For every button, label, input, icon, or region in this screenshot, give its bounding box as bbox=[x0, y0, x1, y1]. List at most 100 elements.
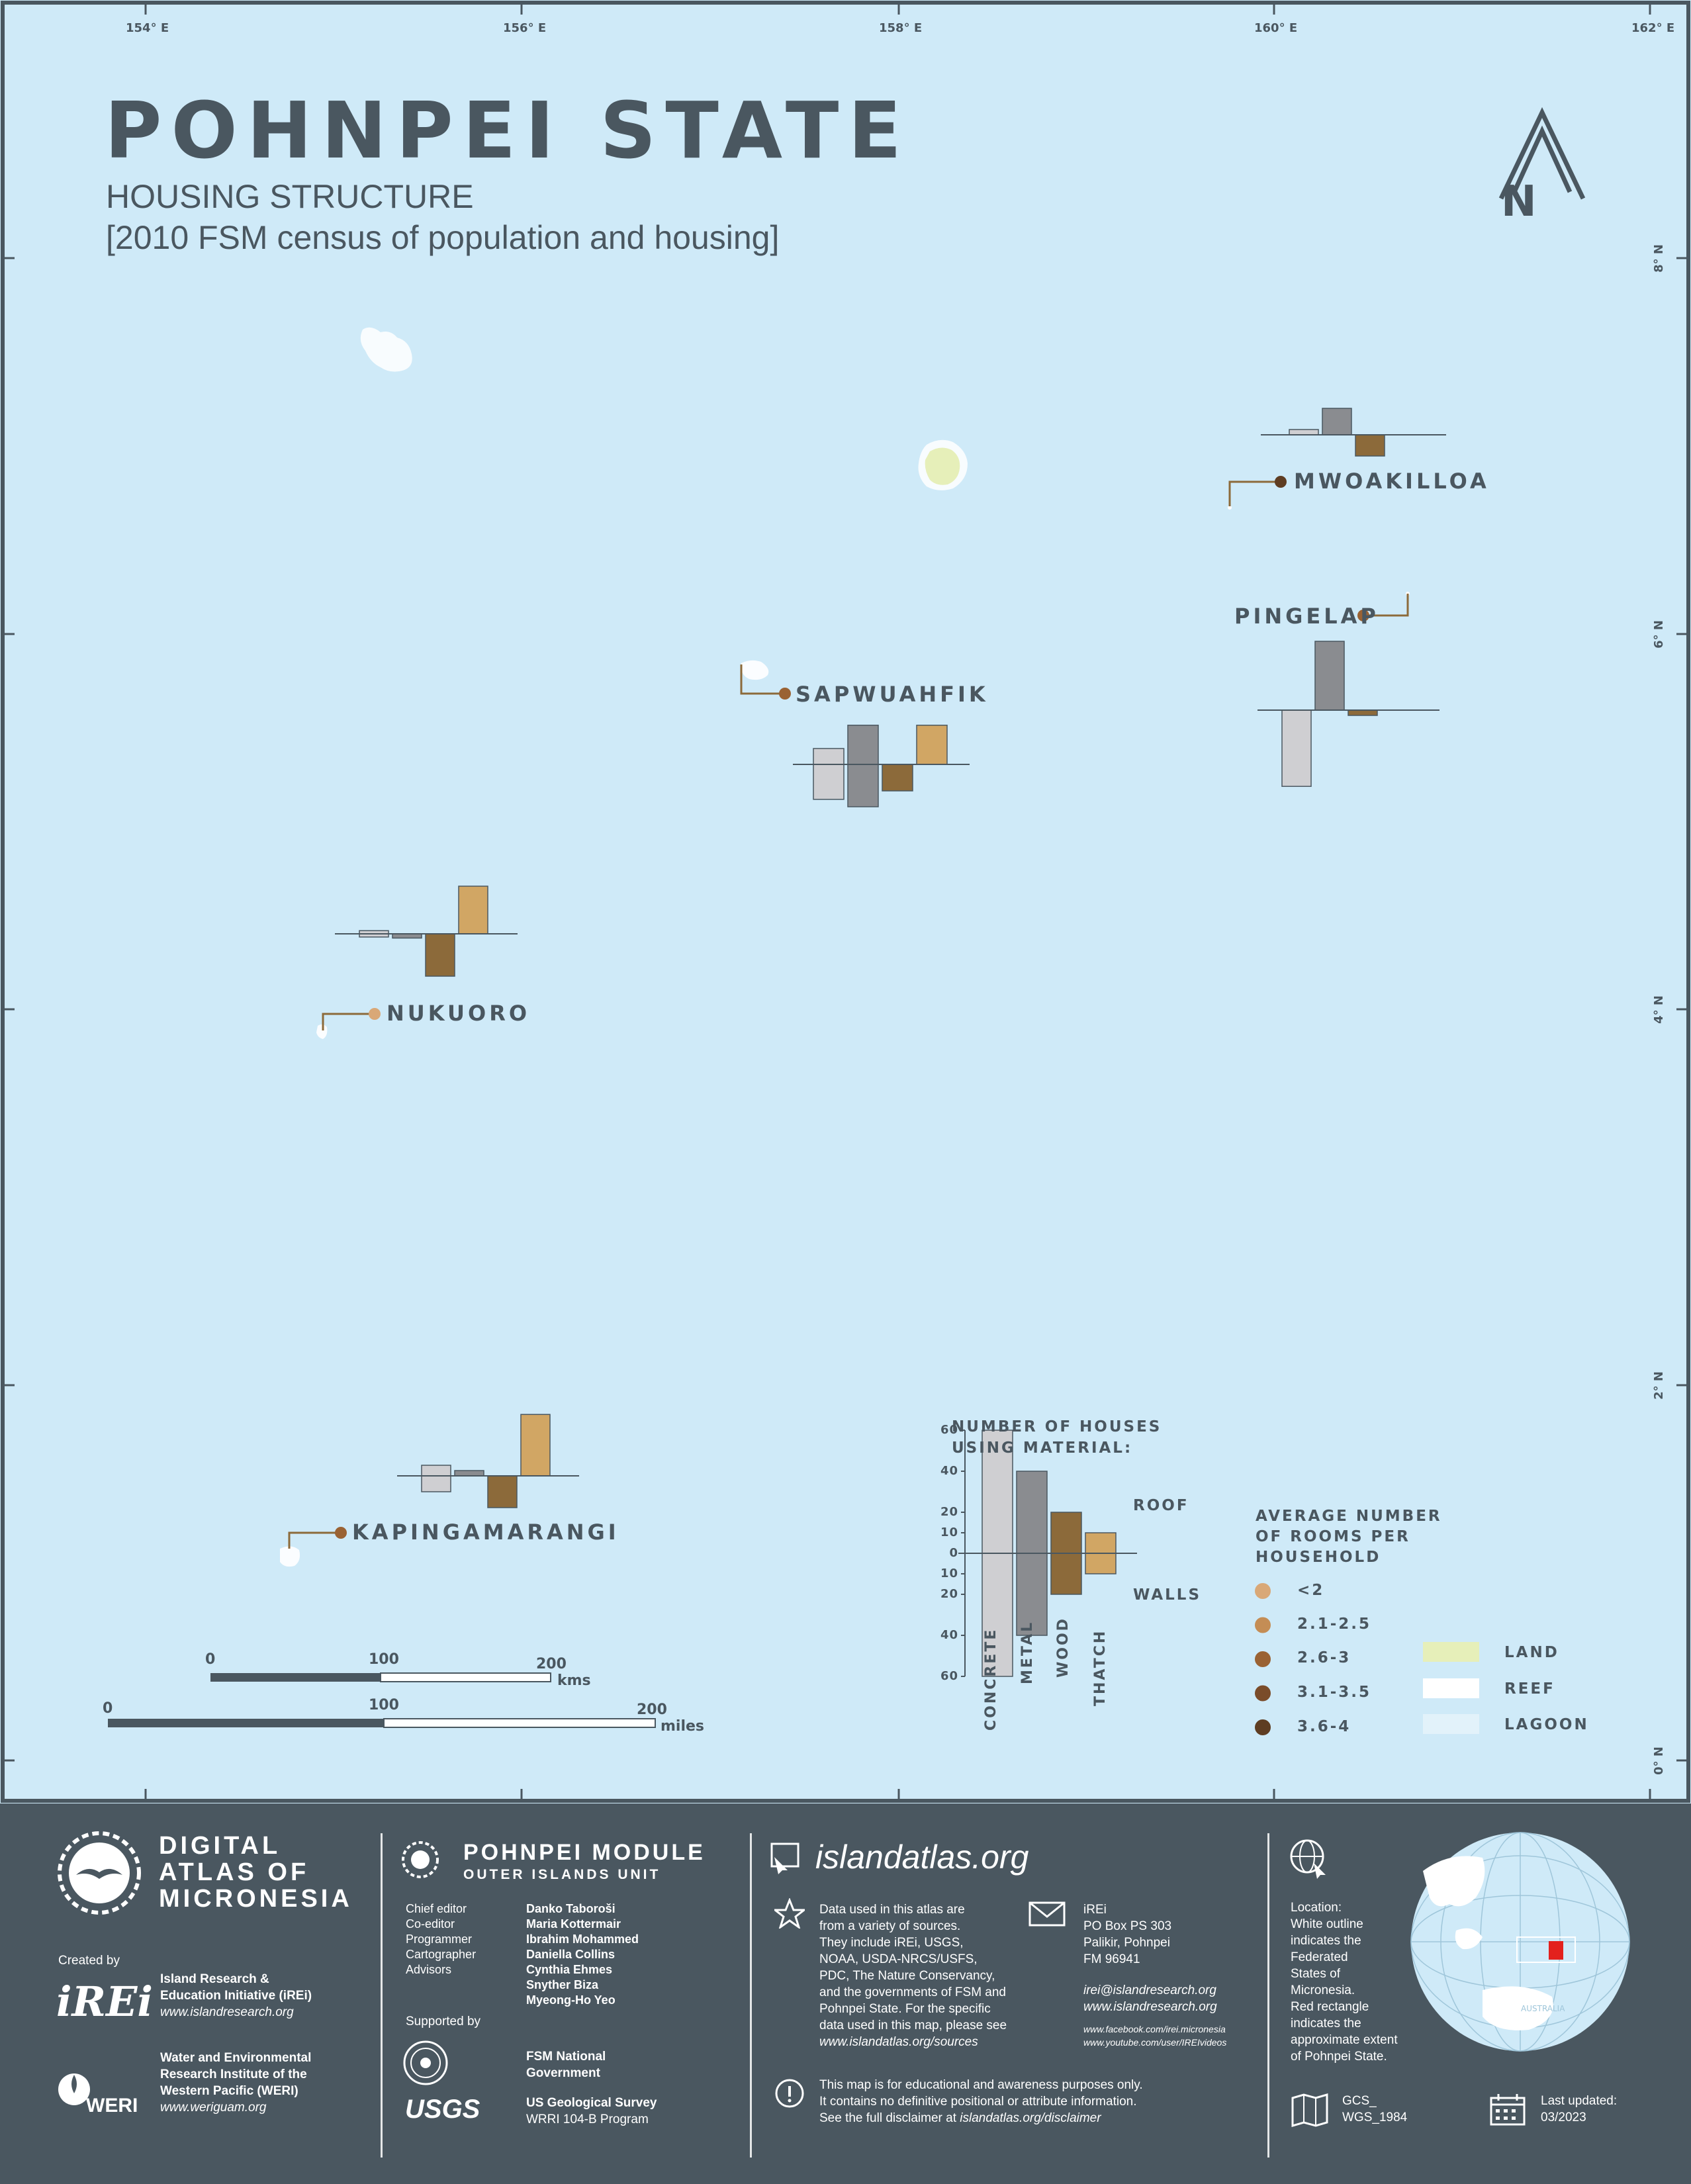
rooms-class-4: 3.1-3.5 bbox=[1297, 1684, 1372, 1701]
atlas-name-3: MICRONESIA bbox=[159, 1885, 353, 1913]
bar-roof-concrete-kapingamarangi bbox=[421, 1465, 451, 1477]
location-line-1: Location: bbox=[1291, 1901, 1342, 1915]
contact-url[interactable]: www.islandresearch.org bbox=[1083, 1999, 1217, 2015]
bar-group-sapwuahfik bbox=[793, 725, 970, 807]
module-subtitle: OUTER ISLANDS UNIT bbox=[463, 1867, 661, 1882]
contact-youtube[interactable]: www.youtube.com/user/IREIvideos bbox=[1083, 2037, 1226, 2048]
location-line-3: indicates the bbox=[1291, 1934, 1361, 1948]
material-bars bbox=[335, 408, 1446, 1508]
scale-miles-100: 100 bbox=[369, 1697, 399, 1713]
type-label-reef: REEF bbox=[1504, 1680, 1555, 1698]
legend-tick-label-8: 60 bbox=[940, 1669, 958, 1683]
sources-line-3: They include iREi, USGS, bbox=[819, 1936, 964, 1950]
credit-roles: Chief editor Co-editor Programmer Cartog… bbox=[406, 1901, 476, 1978]
bar-roof-thatch-nukuoro bbox=[458, 886, 488, 934]
contact-youtube-text[interactable]: www.youtube.com/user/IREIvideos bbox=[1083, 2037, 1227, 2048]
irei-url-text[interactable]: www.islandresearch.org bbox=[160, 2005, 294, 2019]
rooms-legend-title-3: HOUSEHOLD bbox=[1256, 1549, 1381, 1566]
contact-facebook[interactable]: www.facebook.com/irei.micronesia bbox=[1083, 2024, 1226, 2034]
map-border bbox=[1, 1, 1690, 1803]
usgs-name-1: US Geological Survey bbox=[526, 2096, 657, 2110]
graticule-ticks bbox=[3, 3, 1688, 1801]
pohnpei-seal-icon bbox=[402, 1841, 439, 1878]
disclaimer-2: It contains no definitive positional or … bbox=[819, 2095, 1137, 2109]
sources-line-2: from a variety of sources. bbox=[819, 1919, 961, 1933]
island-dot-kapingamarangi bbox=[335, 1527, 347, 1539]
nukuoro-reef bbox=[316, 1024, 328, 1039]
north-arrow-icon bbox=[1498, 107, 1586, 200]
map-panel: POHNPEI STATE HOUSING STRUCTURE [2010 FS… bbox=[0, 0, 1691, 1803]
sources-line-8: data used in this map, please see bbox=[819, 2019, 1007, 2032]
rooms-dot-5 bbox=[1255, 1719, 1271, 1735]
bar-walls-wood-pingelap bbox=[1348, 709, 1378, 716]
scale-kms-light bbox=[380, 1672, 551, 1682]
bar-roof-thatch-sapwuahfik bbox=[916, 725, 948, 765]
site-url[interactable]: islandatlas.org bbox=[815, 1838, 1028, 1876]
location-line-10: of Pohnpei State. bbox=[1291, 2050, 1387, 2064]
contact-email[interactable]: irei@islandresearch.org bbox=[1083, 1982, 1216, 1999]
island-dot-nukuoro bbox=[369, 1008, 381, 1020]
person-6: Snyther Biza bbox=[526, 1978, 599, 1991]
legend-tick-label-6: 20 bbox=[940, 1587, 958, 1601]
contact-url-text[interactable]: www.islandresearch.org bbox=[1083, 2000, 1217, 2014]
sources-line-5: PDC, The Nature Conservancy, bbox=[819, 1969, 995, 1983]
rooms-legend-title-1: AVERAGE NUMBER bbox=[1256, 1508, 1442, 1525]
land-swatch bbox=[1423, 1642, 1479, 1662]
island-label-kapingamarangi: KAPINGAMARANGI bbox=[352, 1520, 619, 1545]
location-note: Location: White outline indicates the Fe… bbox=[1291, 1899, 1398, 2065]
footer-divider-1 bbox=[381, 1833, 383, 2158]
role-3: Programmer bbox=[406, 1933, 473, 1946]
disclaimer-url[interactable]: islandatlas.org/disclaimer bbox=[960, 2111, 1101, 2125]
bar-roof-metal-sapwuahfik bbox=[847, 725, 879, 765]
weri-logo-text: WERI bbox=[86, 2095, 138, 2116]
role-2: Co-editor bbox=[406, 1917, 455, 1931]
globe-cursor-icon bbox=[1290, 1839, 1326, 1879]
weri-url-text[interactable]: www.weriguam.org bbox=[160, 2101, 267, 2115]
bar-walls-concrete-pingelap bbox=[1281, 709, 1312, 787]
lon-label-160: 160° E bbox=[1254, 21, 1298, 35]
island-label-pingelap: PINGELAP bbox=[1234, 604, 1379, 629]
scale-miles-200: 200 bbox=[637, 1702, 667, 1718]
sources-url[interactable]: www.islandatlas.org/sources bbox=[819, 2035, 978, 2049]
updated-date: 03/2023 bbox=[1541, 2111, 1586, 2124]
map-title: POHNPEI STATE bbox=[105, 85, 911, 176]
person-5: Cynthia Ehmes bbox=[526, 1963, 613, 1976]
fsm-seal-icon bbox=[403, 2040, 448, 2085]
sources-line-1: Data used in this atlas are bbox=[819, 1903, 965, 1917]
rooms-class-1: <2 bbox=[1297, 1582, 1325, 1599]
weri-url[interactable]: www.weriguam.org bbox=[160, 2099, 267, 2116]
person-2: Maria Kottermair bbox=[526, 1917, 621, 1931]
fsm-name-1: FSM National bbox=[526, 2050, 606, 2064]
contact-email-text[interactable]: irei@islandresearch.org bbox=[1083, 1983, 1216, 1997]
reef-swatch bbox=[1423, 1678, 1479, 1698]
sources-line-6: and the governments of FSM and bbox=[819, 1985, 1006, 1999]
atlas-compass-logo-icon bbox=[58, 1831, 141, 1915]
lagoon-swatch bbox=[1423, 1714, 1479, 1734]
footer-divider-3 bbox=[1267, 1833, 1269, 2158]
island-label-mwoakilloa: MWOAKILLOA bbox=[1294, 469, 1490, 494]
irei-url[interactable]: www.islandresearch.org bbox=[160, 2004, 294, 2021]
bar-walls-metal-sapwuahfik bbox=[847, 764, 879, 807]
disclaimer-3: See the full disclaimer at islandatlas.o… bbox=[819, 2110, 1101, 2126]
bar-walls-wood-sapwuahfik bbox=[882, 764, 913, 792]
location-line-6: Micronesia. bbox=[1291, 1983, 1355, 1997]
contact-address: iREi PO Box PS 303 Palikir, Pohnpei FM 9… bbox=[1083, 1901, 1171, 1968]
legend-tick-label-5: 10 bbox=[940, 1567, 958, 1580]
rooms-dot-3 bbox=[1255, 1651, 1271, 1667]
leader-lines bbox=[288, 480, 1409, 1549]
island-dot-sapwuahfik bbox=[779, 688, 791, 700]
location-line-2: White outline bbox=[1291, 1917, 1363, 1931]
contact-facebook-text[interactable]: www.facebook.com/irei.micronesia bbox=[1083, 2024, 1226, 2034]
footer: DIGITAL ATLAS OF MICRONESIA Created by i… bbox=[0, 1803, 1691, 2184]
site-url-text[interactable]: islandatlas.org bbox=[815, 1839, 1029, 1876]
legend-bar-walls-wood bbox=[1050, 1553, 1082, 1595]
type-label-lagoon: LAGOON bbox=[1504, 1716, 1589, 1733]
info-icon bbox=[775, 2079, 804, 2108]
weri-name-1: Water and Environmental bbox=[160, 2051, 312, 2065]
scale-kms-200: 200 bbox=[536, 1656, 567, 1672]
bar-roof-metal-kapingamarangi bbox=[454, 1470, 484, 1477]
island-dot-pingelap bbox=[1357, 610, 1369, 621]
location-line-9: approximate extent bbox=[1291, 2033, 1398, 2047]
gcs-1: GCS_ bbox=[1342, 2094, 1377, 2108]
web-cursor-icon bbox=[770, 1843, 800, 1874]
